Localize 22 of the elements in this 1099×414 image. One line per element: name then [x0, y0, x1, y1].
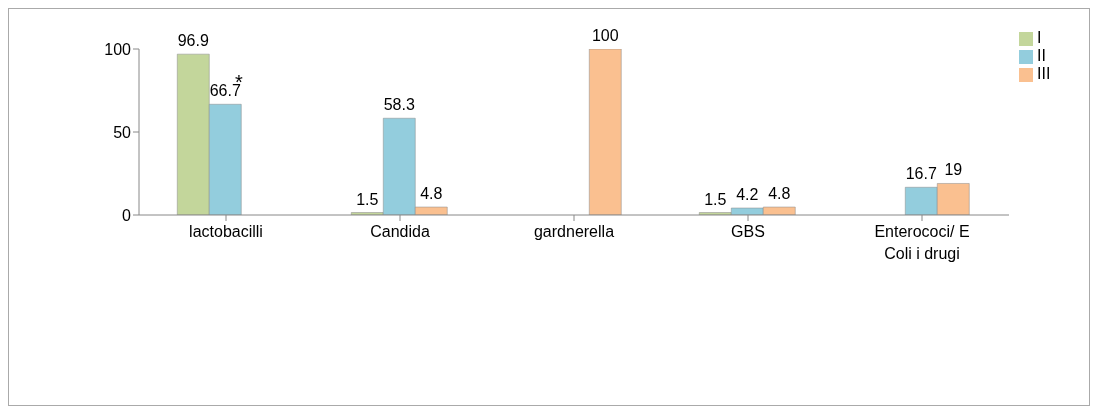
data-label: 1.5: [704, 190, 727, 208]
legend-label: II: [1037, 47, 1046, 64]
data-label: 100: [591, 27, 619, 44]
x-tick-label: GBS: [731, 223, 765, 240]
data-label: 16.7: [905, 165, 937, 183]
data-label: 66.7: [209, 82, 241, 100]
data-label: 96.9: [177, 32, 209, 50]
x-tick-label: gardnerella: [533, 223, 615, 240]
x-tick-label: Enterococi/ E Coli i drugi: [874, 223, 970, 262]
text: III: [1037, 65, 1051, 82]
x-tick-label: lactobacilli: [189, 223, 263, 240]
data-label: 19: [944, 161, 963, 179]
y-tick-label: 0: [122, 206, 132, 224]
legend-label: I: [1037, 29, 1042, 46]
data-label: 4.8: [420, 185, 443, 203]
x-tick-label: Candida: [370, 223, 430, 240]
y-tick-label: 100: [104, 40, 132, 58]
data-label: 58.3: [383, 96, 415, 114]
y-tick-label: 50: [113, 123, 132, 141]
data-label: 1.5: [356, 190, 379, 208]
data-label: 4.2: [736, 186, 759, 204]
data-label: 4.8: [768, 185, 791, 203]
